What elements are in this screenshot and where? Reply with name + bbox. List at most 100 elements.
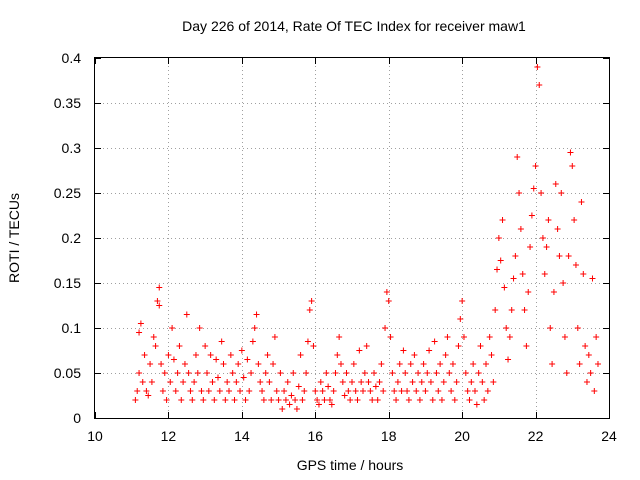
data-point	[191, 379, 198, 385]
data-point	[163, 397, 170, 403]
data-point	[183, 311, 190, 318]
x-tick-label: 24	[601, 428, 617, 444]
data-point	[468, 379, 475, 385]
data-point	[527, 244, 534, 250]
data-point	[306, 307, 313, 313]
data-point	[326, 397, 333, 403]
data-point	[585, 352, 592, 358]
data-point	[264, 352, 271, 358]
data-point	[181, 361, 188, 367]
data-point	[132, 397, 139, 403]
data-point	[424, 370, 431, 376]
data-point	[297, 352, 304, 358]
data-point	[503, 325, 510, 331]
data-point	[180, 379, 187, 385]
data-point	[275, 397, 282, 403]
data-point	[427, 379, 434, 385]
data-point	[505, 356, 512, 363]
data-point	[332, 370, 339, 376]
data-point	[259, 388, 266, 394]
data-point	[216, 388, 223, 394]
data-point	[442, 352, 449, 358]
data-point	[214, 374, 221, 381]
plot-frame	[94, 57, 610, 419]
data-point	[257, 379, 264, 385]
data-point	[516, 190, 523, 196]
data-point	[295, 383, 302, 390]
data-points	[132, 64, 601, 412]
data-point	[339, 379, 346, 385]
y-tick-label: 0.1	[62, 320, 82, 336]
x-tick-labels: 10 12 14 16 18 20 22 24	[87, 428, 617, 444]
data-point	[402, 370, 409, 376]
data-point	[554, 226, 561, 232]
data-point	[580, 271, 587, 277]
data-point	[349, 379, 355, 385]
data-point	[303, 370, 310, 376]
data-point	[552, 181, 559, 187]
data-point	[556, 253, 563, 259]
data-point	[266, 379, 273, 385]
data-point	[213, 356, 220, 363]
x-tick-label: 20	[454, 428, 470, 444]
data-point	[255, 361, 262, 367]
data-point	[260, 397, 267, 403]
data-point	[218, 338, 225, 345]
data-point	[523, 343, 530, 349]
data-point	[532, 163, 539, 169]
data-point	[583, 379, 590, 385]
data-point	[593, 334, 600, 340]
data-point	[514, 154, 521, 160]
data-point	[361, 370, 368, 376]
data-point	[374, 397, 381, 403]
data-point	[325, 383, 332, 390]
data-point	[343, 370, 350, 376]
data-point	[404, 388, 411, 394]
data-point	[449, 361, 456, 367]
y-tick-label: 0.3	[62, 140, 82, 156]
data-point	[203, 370, 210, 376]
data-point	[299, 397, 306, 403]
data-point	[178, 397, 185, 403]
data-point	[490, 379, 497, 385]
data-point	[139, 379, 146, 385]
data-point	[136, 329, 143, 336]
data-point	[426, 347, 433, 354]
data-point	[457, 316, 464, 322]
data-point	[440, 379, 447, 385]
x-tick-label: 22	[528, 428, 544, 444]
data-point	[565, 253, 572, 259]
data-point	[288, 392, 295, 399]
data-point	[317, 379, 324, 385]
data-point	[308, 298, 315, 304]
data-point	[226, 388, 233, 394]
data-point	[227, 352, 234, 358]
data-point	[194, 370, 201, 376]
data-point	[281, 388, 288, 394]
data-point	[336, 334, 343, 340]
data-point	[400, 347, 407, 354]
data-point	[473, 401, 480, 408]
data-point	[371, 370, 378, 376]
data-point	[589, 275, 596, 282]
data-point	[578, 199, 585, 205]
data-point	[290, 370, 297, 376]
data-point	[314, 397, 321, 403]
data-point	[279, 406, 286, 412]
data-point	[413, 388, 420, 394]
data-point	[238, 347, 245, 354]
x-tick-label: 10	[87, 428, 103, 444]
data-point	[460, 334, 467, 340]
data-point	[567, 149, 574, 156]
data-point	[464, 388, 471, 394]
data-point	[569, 163, 576, 169]
data-point	[172, 388, 179, 394]
data-point	[137, 320, 144, 327]
data-point	[268, 397, 275, 403]
data-point	[345, 388, 352, 394]
data-point	[156, 284, 163, 291]
data-point	[486, 334, 493, 340]
data-point	[380, 388, 387, 394]
data-point	[134, 388, 141, 394]
